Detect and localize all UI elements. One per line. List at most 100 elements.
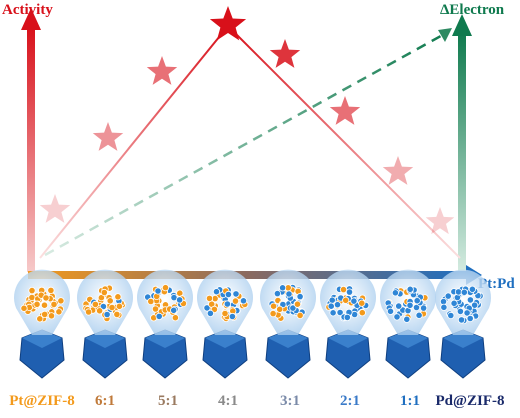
electron-label: ΔElectron xyxy=(440,2,505,18)
atom xyxy=(415,311,423,319)
atom xyxy=(413,297,421,305)
atom xyxy=(329,309,337,317)
atom xyxy=(106,297,114,305)
atom xyxy=(358,309,366,317)
sample-label: 1:1 xyxy=(400,393,420,409)
atom xyxy=(269,302,278,310)
activity-label: Activity xyxy=(2,2,53,18)
atom xyxy=(386,307,395,315)
atom xyxy=(343,313,351,321)
atom xyxy=(205,294,214,302)
atom xyxy=(161,284,170,292)
atom xyxy=(154,287,162,295)
atom xyxy=(395,302,403,310)
atom xyxy=(328,296,336,304)
atom xyxy=(345,288,354,296)
atom xyxy=(350,297,358,305)
atom xyxy=(223,300,231,308)
sample-label: 3:1 xyxy=(280,393,300,409)
star xyxy=(209,6,247,41)
atom xyxy=(212,288,221,296)
atom xyxy=(278,284,287,292)
atom xyxy=(47,312,56,320)
stars xyxy=(39,6,455,235)
activity-axis xyxy=(27,26,35,272)
atom xyxy=(47,286,55,294)
atom xyxy=(239,297,248,305)
atom xyxy=(155,312,163,320)
star xyxy=(39,194,71,223)
atom xyxy=(20,304,28,312)
atom xyxy=(296,292,304,301)
rise-line xyxy=(39,25,229,259)
atom xyxy=(276,305,284,313)
atom xyxy=(40,301,49,309)
atom xyxy=(269,309,277,318)
atom xyxy=(412,303,421,312)
atom xyxy=(457,316,466,324)
atom xyxy=(36,315,44,323)
bubble xyxy=(13,269,71,335)
atom xyxy=(170,306,178,314)
atom xyxy=(466,296,474,304)
atom xyxy=(85,308,93,316)
atom xyxy=(285,290,293,298)
electron-trend xyxy=(44,30,449,257)
sample-label: 5:1 xyxy=(158,393,178,409)
atom xyxy=(96,307,104,315)
atom xyxy=(206,309,214,317)
samples: Pt@ZIF-8 6:1 5:1 4:1 3:1 2:1 1:1 Pd@ZIF-8 xyxy=(9,269,504,409)
star xyxy=(425,207,455,235)
atom xyxy=(391,289,399,297)
atom xyxy=(468,285,476,293)
atom xyxy=(339,285,348,294)
atom xyxy=(419,304,428,312)
atom xyxy=(231,297,240,305)
sample-label: 6:1 xyxy=(95,393,115,409)
sample-label: 4:1 xyxy=(218,393,238,409)
atom xyxy=(336,308,344,317)
atom xyxy=(327,302,335,310)
ratio-axis xyxy=(28,271,468,279)
atom xyxy=(470,301,479,309)
sample-label: Pt@ZIF-8 xyxy=(9,393,75,409)
atom xyxy=(406,301,414,309)
atom xyxy=(42,294,50,302)
atom xyxy=(55,308,63,316)
atom xyxy=(57,297,65,305)
fall-line xyxy=(227,25,461,259)
atom xyxy=(114,293,122,301)
atom xyxy=(342,296,350,304)
activity-arrow xyxy=(21,8,41,30)
atom xyxy=(147,297,155,306)
atom xyxy=(293,300,302,308)
star xyxy=(146,56,178,85)
atom xyxy=(440,303,448,311)
atom xyxy=(450,299,458,307)
atom xyxy=(176,296,184,304)
atom xyxy=(466,314,474,323)
atom xyxy=(221,309,229,318)
atom xyxy=(403,315,411,323)
atom xyxy=(28,286,36,295)
electron-arrow xyxy=(452,14,472,36)
atom xyxy=(33,300,41,308)
atom xyxy=(393,313,401,321)
atom xyxy=(406,285,414,293)
atom xyxy=(296,311,304,319)
atom xyxy=(41,310,49,318)
atom xyxy=(108,303,116,312)
atom xyxy=(463,309,471,317)
atom xyxy=(100,288,108,297)
atom xyxy=(103,310,111,319)
atom xyxy=(91,300,100,308)
atom xyxy=(358,299,366,307)
atom xyxy=(232,290,240,298)
atom xyxy=(444,292,452,300)
star xyxy=(269,39,301,68)
atom xyxy=(333,301,342,309)
atom xyxy=(228,312,236,321)
star xyxy=(382,156,414,185)
electron-trend-head xyxy=(438,28,452,42)
